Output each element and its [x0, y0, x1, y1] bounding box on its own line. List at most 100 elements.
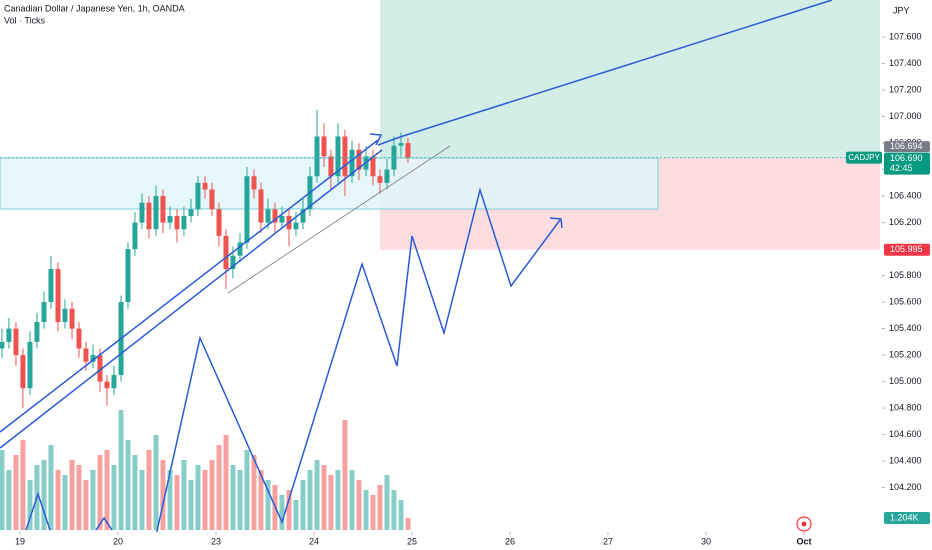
zigzag [25, 491, 51, 531]
candle-body [216, 209, 222, 236]
candle-body [377, 176, 383, 183]
candle-body [230, 255, 236, 269]
candle-body [41, 302, 47, 322]
x-tick-label: Oct [796, 536, 811, 546]
x-tick-label: 20 [113, 536, 123, 546]
trend-line [377, 136, 401, 146]
candle-body [251, 176, 257, 190]
last-price-label: 106.690 [890, 153, 923, 163]
x-tick-label: 25 [407, 536, 417, 546]
candle-body [202, 182, 208, 190]
volume-bar [181, 460, 187, 530]
volume-bar [244, 450, 250, 530]
bid-tag [884, 141, 930, 153]
volume-bar [265, 480, 271, 530]
arrow-head [369, 133, 383, 146]
y-tick-label: 107.000 [889, 111, 922, 121]
volume-bar [216, 445, 222, 530]
arrow-head [549, 217, 563, 229]
event-icon [801, 521, 807, 527]
y-tick-label: 104.400 [889, 455, 922, 465]
volume-bar [160, 460, 166, 530]
candle-body [335, 136, 341, 177]
candle-body [342, 136, 348, 177]
candle-body [314, 136, 320, 177]
symbol-tag [846, 151, 882, 164]
channel-line [0, 149, 383, 449]
volume-bar [41, 460, 47, 530]
y-tick-label: 104.800 [889, 402, 922, 412]
y-tick-label: 105.600 [889, 296, 922, 306]
volume-bar [237, 470, 243, 530]
volume-bar [251, 455, 257, 530]
candle-body [62, 308, 68, 322]
volume-bar [314, 460, 320, 530]
channel-line [0, 139, 379, 433]
volume-bar [55, 470, 61, 530]
candle-body [300, 209, 306, 223]
volume-bar [328, 475, 334, 530]
volume-bar [146, 450, 152, 530]
candle-body [384, 169, 390, 183]
y-tick-label: 107.600 [889, 31, 922, 41]
y-tick-label: 107.400 [889, 58, 922, 68]
candle-body [83, 348, 89, 362]
volume-bar [405, 517, 411, 530]
chart-title: Canadian Dollar / Japanese Yen, 1h, OAND… [4, 3, 185, 13]
candle-body [48, 268, 54, 303]
candle-body [265, 209, 271, 223]
volume-bar [349, 470, 355, 530]
candle-body [244, 176, 250, 243]
y-tick-label: 105.000 [889, 376, 922, 386]
price-axis [882, 0, 932, 550]
x-tick-label: 24 [309, 536, 319, 546]
x-tick-label: 23 [211, 536, 221, 546]
candle-body [356, 149, 362, 170]
candle-body [69, 308, 75, 329]
candle-body [104, 381, 110, 389]
countdown: 42:45 [890, 163, 913, 173]
volume-bar [132, 455, 138, 530]
volume-bar [279, 495, 285, 530]
candle-body [405, 143, 411, 158]
candle-body [258, 189, 264, 223]
position-zones [380, 0, 880, 250]
x-tick-label: 30 [701, 536, 711, 546]
candle-body [0, 341, 5, 349]
drawings [0, 0, 833, 541]
volume-bar [335, 470, 341, 530]
candle-body [125, 249, 131, 303]
stop-tag [884, 243, 930, 256]
candle-body [111, 374, 117, 389]
volume-bar [230, 465, 236, 530]
zigzag [95, 516, 113, 531]
candle-body [27, 341, 33, 389]
y-tick-label: 105.800 [889, 270, 922, 280]
volume-bar [69, 460, 75, 530]
volume-bar [118, 410, 124, 530]
candle-body [13, 328, 19, 356]
volume-bar [377, 485, 383, 530]
volume-bar [153, 435, 159, 530]
candle-body [90, 355, 96, 362]
candle-body [160, 196, 166, 223]
candle-body [223, 235, 229, 269]
volume-bar [174, 475, 180, 530]
volume-tag [884, 511, 930, 524]
volume-bar [111, 465, 117, 530]
bid-label: 106.694 [890, 141, 923, 151]
volume-bar [90, 470, 96, 530]
volume-bar [83, 480, 89, 530]
candle-body [195, 182, 201, 210]
volume-bar [27, 480, 33, 530]
y-tick-label: 105.200 [889, 349, 922, 359]
volume-bar [139, 470, 145, 530]
candle-body [370, 156, 376, 177]
x-tick-label: 26 [505, 536, 515, 546]
time-axis [0, 532, 932, 550]
stop-label: 105.995 [890, 244, 923, 254]
axes: 104.200 104.400 104.600 104.800 105.000 105.2… [15, 31, 930, 546]
volume-bar [356, 480, 362, 530]
volume-bar [195, 465, 201, 530]
candle-body [209, 189, 215, 210]
